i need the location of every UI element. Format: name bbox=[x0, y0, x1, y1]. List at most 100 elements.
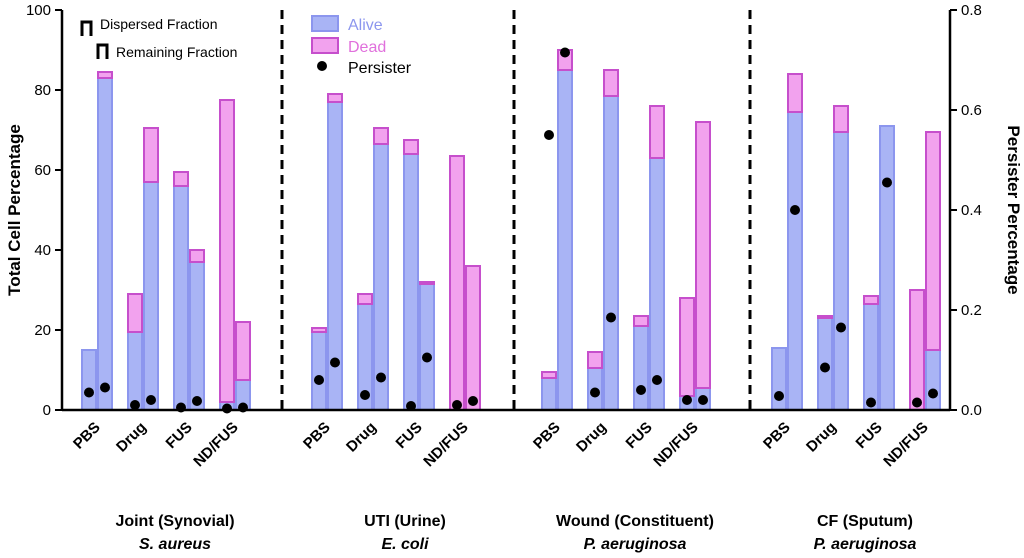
persister-dot-remaining bbox=[376, 372, 386, 383]
left-tick-label: 40 bbox=[34, 242, 51, 259]
bar-remaining-alive bbox=[189, 261, 205, 411]
treatment-label: FUS bbox=[623, 419, 656, 452]
persister-dot-dispersed bbox=[774, 391, 784, 401]
persister-dot-remaining bbox=[468, 396, 478, 406]
legend-alive-swatch bbox=[311, 15, 339, 32]
persister-dot-remaining bbox=[192, 396, 202, 406]
bar-dispersed-alive bbox=[541, 377, 557, 411]
bar-remaining-dead bbox=[235, 321, 251, 381]
bar-remaining-alive bbox=[97, 77, 113, 411]
persister-dot-remaining bbox=[146, 395, 156, 405]
persister-dot-dispersed bbox=[636, 385, 646, 395]
persister-dot-dispersed bbox=[222, 403, 232, 414]
bar-dispersed-dead bbox=[679, 297, 695, 397]
bar-remaining-alive bbox=[419, 283, 435, 411]
persister-dot-remaining bbox=[928, 388, 938, 399]
group-title: Joint (Synovial) bbox=[115, 513, 234, 530]
bar-dispersed-alive bbox=[633, 325, 649, 411]
bar-remaining-alive bbox=[833, 131, 849, 411]
legend-persister-dot bbox=[317, 61, 327, 71]
treatment-label: FUS bbox=[163, 419, 196, 452]
persister-dot-remaining bbox=[790, 205, 800, 215]
bar-remaining-alive bbox=[143, 181, 159, 411]
bar-remaining-alive bbox=[879, 125, 895, 411]
bar-dispersed-dead bbox=[541, 371, 557, 379]
bar-remaining-alive bbox=[925, 349, 941, 411]
bar-dispersed-dead bbox=[587, 351, 603, 369]
legend-fractions: Dispersed Fraction Remaining Fraction bbox=[80, 16, 237, 60]
group-organism: P. aeruginosa bbox=[584, 536, 687, 553]
bar-dispersed-alive bbox=[403, 153, 419, 411]
remaining-fraction-symbol bbox=[96, 43, 109, 59]
persister-dot-remaining bbox=[882, 177, 892, 188]
bar-dispersed-alive bbox=[81, 349, 97, 411]
treatment-label: ND/FUS bbox=[420, 419, 472, 471]
bar-remaining-dead bbox=[327, 93, 343, 103]
bar-remaining-alive bbox=[603, 95, 619, 411]
bar-remaining-dead bbox=[833, 105, 849, 133]
persister-dot-dispersed bbox=[820, 362, 830, 373]
bar-dispersed-dead bbox=[449, 155, 465, 411]
legend-dead-swatch bbox=[311, 37, 339, 54]
treatment-label: Drug bbox=[803, 419, 840, 456]
bar-dispersed-dead bbox=[357, 293, 373, 305]
bar-remaining-dead bbox=[925, 131, 941, 351]
persister-dot-remaining bbox=[652, 375, 662, 385]
dispersed-fraction-symbol bbox=[80, 20, 93, 36]
persister-dot-dispersed bbox=[360, 390, 370, 400]
right-axis-title: Persister Percentage bbox=[1004, 125, 1023, 294]
bar-dispersed-dead bbox=[311, 327, 327, 333]
bar-dispersed-alive bbox=[127, 331, 143, 411]
bar-remaining-dead bbox=[695, 121, 711, 389]
treatment-label: PBS bbox=[70, 419, 104, 453]
left-axis-title: Total Cell Percentage bbox=[5, 124, 24, 296]
persister-dot-dispersed bbox=[314, 375, 324, 385]
persister-dot-dispersed bbox=[866, 397, 876, 408]
persister-dots-layer bbox=[84, 47, 938, 414]
persister-dot-dispersed bbox=[406, 401, 416, 411]
group-organism: S. aureus bbox=[139, 536, 211, 553]
left-tick-label: 80 bbox=[34, 82, 51, 99]
treatment-label: Drug bbox=[343, 419, 380, 456]
bar-dispersed-dead bbox=[127, 293, 143, 333]
bar-remaining-alive bbox=[649, 157, 665, 411]
persister-dot-dispersed bbox=[682, 395, 692, 405]
persister-dot-remaining bbox=[100, 382, 110, 393]
treatment-label: ND/FUS bbox=[880, 419, 932, 471]
legend-alive-label: Alive bbox=[348, 17, 383, 34]
persister-dot-dispersed bbox=[130, 400, 140, 410]
right-tick-label: 0.6 bbox=[961, 102, 982, 119]
legend-persister-label: Persister bbox=[348, 60, 412, 77]
group-title: CF (Sputum) bbox=[817, 513, 913, 530]
persister-dot-dispersed bbox=[590, 387, 600, 398]
bar-dispersed-dead bbox=[633, 315, 649, 327]
bar-remaining-alive bbox=[787, 111, 803, 411]
bar-dispersed-dead bbox=[817, 315, 833, 319]
treatment-label: Drug bbox=[113, 419, 150, 456]
bar-remaining-dead bbox=[603, 69, 619, 97]
right-tick-label: 0.2 bbox=[961, 302, 982, 319]
bar-remaining-dead bbox=[143, 127, 159, 183]
right-tick-label: 0.0 bbox=[961, 402, 982, 419]
legend-status: Alive Dead Persister bbox=[311, 15, 412, 77]
persister-dot-dispersed bbox=[912, 397, 922, 408]
treatment-label: ND/FUS bbox=[190, 419, 242, 471]
persister-dot-dispersed bbox=[452, 400, 462, 410]
group-title: Wound (Constituent) bbox=[556, 513, 714, 530]
bar-dispersed-dead bbox=[173, 171, 189, 187]
left-tick-label: 100 bbox=[26, 2, 51, 19]
left-tick-label: 20 bbox=[34, 322, 51, 339]
treatment-label: FUS bbox=[853, 419, 886, 452]
bar-remaining-dead bbox=[419, 281, 435, 285]
axes-layer: 0 20 40 60 80 100 0.0 0.2 0.4 0.6 0.8 Total Cell Pe… bbox=[5, 2, 1023, 419]
persister-dot-remaining bbox=[606, 312, 616, 323]
bar-dispersed-alive bbox=[173, 185, 189, 411]
bar-dispersed-dead bbox=[909, 289, 925, 411]
bar-dispersed-alive bbox=[311, 331, 327, 411]
bar-dispersed-dead bbox=[863, 295, 879, 305]
bar-remaining-dead bbox=[97, 71, 113, 79]
bar-dispersed-dead bbox=[403, 139, 419, 155]
left-tick-label: 0 bbox=[43, 402, 51, 419]
